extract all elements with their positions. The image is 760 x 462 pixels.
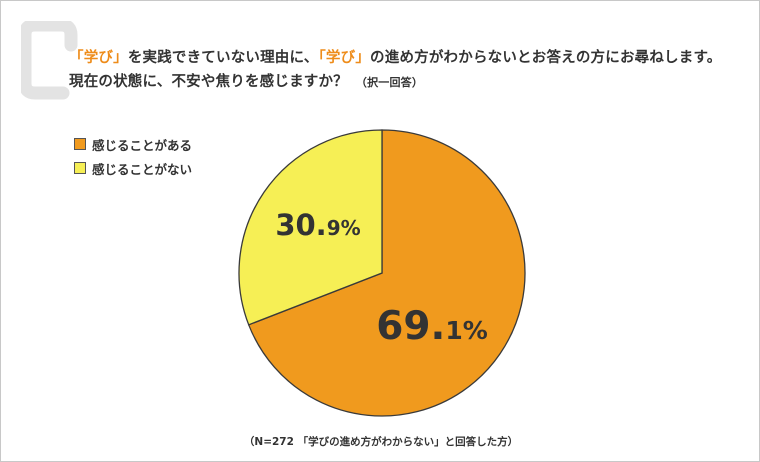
legend-item-yes: 感じることがある [74, 132, 192, 156]
question-line-2-text: 現在の状態に、不安や焦りを感じますか？ [69, 74, 348, 90]
q-letter-mark [21, 21, 78, 100]
question-text: 「学び」を実践できていない理由に、「学び」の進め方がわからないとお答えの方にお尋… [69, 46, 759, 95]
question-segment: を実践できていない理由に、 [127, 50, 319, 66]
legend-label-no: 感じることがない [92, 161, 193, 177]
pie-label-yes: 69.1% [376, 304, 488, 349]
question-line-2: 現在の状態に、不安や焦りを感じますか？ （択一回答） [69, 70, 759, 95]
pie-label-no: 30.9% [275, 208, 360, 242]
legend-item-no: 感じることがない [74, 156, 192, 180]
question-highlight-learning: 「学び」 [69, 50, 128, 66]
legend-swatch-no [74, 162, 86, 174]
pie-slice-no [238, 129, 383, 326]
question-line-1: 「学び」を実践できていない理由に、「学び」の進め方がわからないとお答えの方にお尋… [69, 46, 759, 70]
pie-chart: 69.1% 30.9% [238, 129, 526, 417]
question-segment: の進め方がわからないとお答えの方にお尋ねします。 [370, 50, 722, 66]
question-highlight-learning: 「学び」 [318, 50, 371, 66]
legend: 感じることがある 感じることがない [74, 132, 192, 180]
legend-label-yes: 感じることがある [92, 137, 193, 153]
legend-swatch-yes [74, 138, 86, 150]
q-mark-stroke [21, 21, 78, 100]
sample-size-footnote: （N=272 「学びの進め方がわからない」と回答した方） [243, 436, 519, 448]
pie-slice-yes [247, 129, 526, 417]
answer-type-note: （択一回答） [355, 76, 424, 89]
